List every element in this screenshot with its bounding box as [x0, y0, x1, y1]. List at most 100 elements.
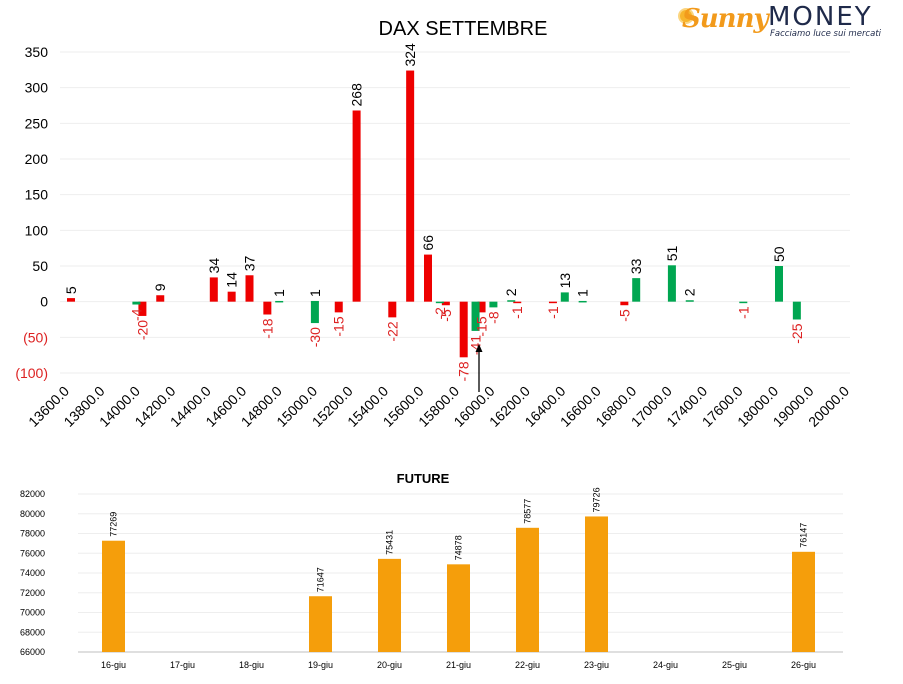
bar: [406, 70, 415, 302]
future-data-label: 77269: [109, 512, 119, 537]
data-label: 1: [307, 289, 323, 297]
sunny-money-logo: Sunny MONEY Facciamo luce sui mercati: [680, 2, 890, 42]
data-label: 324: [402, 43, 418, 67]
bar-series: [67, 70, 801, 358]
data-label: -1: [509, 306, 525, 319]
data-label: 2: [682, 288, 698, 296]
sun-icon: [680, 10, 692, 22]
bar: [507, 300, 516, 302]
bar: [685, 300, 694, 302]
future-bar: [102, 540, 125, 652]
future-y-axis-ticks: 66000 68000 70000 72000 74000 76000 78000 80000…: [20, 489, 45, 657]
y-tick-label: (100): [15, 365, 48, 381]
bar: [67, 298, 75, 302]
future-y-tick-label: 66000: [20, 647, 45, 657]
logo-tagline: Facciamo luce sui mercati: [770, 29, 882, 39]
data-label: -20: [134, 320, 150, 340]
future-data-label: 79726: [592, 487, 602, 512]
bar: [548, 301, 557, 304]
future-x-axis-ticks: 16-giu 17-giu 18-giu 19-giu 20-giu 21-giu 22-g…: [101, 660, 816, 670]
future-x-tick-label: 26-giu: [791, 660, 816, 670]
logo-sunny-text: Sunny: [682, 4, 769, 34]
data-label: 1: [575, 289, 591, 297]
future-bar: [585, 516, 608, 652]
bar: [138, 301, 147, 316]
data-label: -4: [128, 308, 144, 321]
bar: [424, 254, 432, 302]
future-data-label: 76147: [799, 523, 809, 548]
data-label: -41: [468, 335, 484, 355]
bar: [459, 301, 468, 358]
future-x-tick-label: 23-giu: [584, 660, 609, 670]
future-x-tick-label: 21-giu: [446, 660, 471, 670]
future-x-tick-label: 25-giu: [722, 660, 747, 670]
future-chart: FUTURE 66000 68000 70000 72000 74000 76000 780…: [20, 471, 843, 670]
bar: [792, 301, 801, 320]
arrow-head: [475, 344, 483, 352]
data-label: -15: [331, 316, 347, 336]
bar: [227, 291, 236, 302]
future-x-tick-label: 16-giu: [101, 660, 126, 670]
y-tick-label: 200: [25, 151, 49, 167]
y-tick-label: (50): [23, 329, 48, 345]
bar: [620, 301, 629, 306]
data-label: 14: [224, 272, 240, 288]
data-label: 51: [664, 246, 680, 262]
logo-money-text: MONEY: [768, 2, 873, 32]
y-tick-label: 150: [25, 187, 49, 203]
bar: [352, 110, 361, 302]
data-label: -5: [616, 309, 632, 322]
future-x-tick-label: 19-giu: [308, 660, 333, 670]
bar: [334, 301, 343, 313]
future-x-tick-label: 24-giu: [653, 660, 678, 670]
bar: [275, 300, 284, 303]
x-axis-ticks: 13600.013800.014000.014200.014400.014600…: [25, 383, 852, 430]
bar: [310, 300, 319, 303]
data-label: 13: [557, 273, 573, 289]
bar: [775, 266, 783, 302]
future-y-tick-label: 78000: [20, 529, 45, 539]
data-label: -2: [432, 307, 448, 320]
data-label: -78: [456, 361, 472, 381]
bar: [263, 301, 272, 315]
future-data-label: 78577: [523, 499, 533, 524]
data-label: 9: [152, 283, 168, 291]
data-label: -5: [438, 309, 454, 322]
bar: [578, 300, 587, 303]
data-label: 268: [349, 83, 365, 107]
data-label: -22: [384, 321, 400, 341]
future-data-label: 75431: [385, 530, 395, 555]
future-bar: [792, 551, 815, 652]
bar: [477, 301, 486, 313]
future-y-tick-label: 82000: [20, 489, 45, 499]
bar: [245, 275, 254, 302]
data-label: -25: [789, 323, 805, 343]
arrow-annotation: [475, 344, 483, 392]
data-label: 50: [771, 246, 787, 262]
y-tick-label: 100: [25, 222, 49, 238]
bar: [560, 292, 569, 302]
bar: [632, 278, 641, 302]
future-data-label: 71647: [316, 567, 326, 592]
y-tick-label: 300: [25, 80, 49, 96]
future-bar: [378, 558, 401, 652]
data-label: 34: [206, 258, 222, 274]
data-label: 1: [271, 289, 287, 297]
future-bar: [447, 564, 470, 652]
future-x-tick-label: 18-giu: [239, 660, 264, 670]
data-label: 5: [63, 286, 79, 294]
dax-options-chart: DAX SETTEMBRE (100)(50)05010015020025030…: [15, 18, 852, 430]
future-x-tick-label: 17-giu: [170, 660, 195, 670]
grid-lines: [60, 51, 850, 374]
future-bar: [309, 596, 332, 652]
future-y-tick-label: 76000: [20, 548, 45, 558]
y-tick-label: 250: [25, 115, 49, 131]
future-bar: [516, 527, 539, 652]
y-tick-label: 50: [32, 258, 48, 274]
y-tick-label: 0: [40, 294, 48, 310]
bar: [435, 301, 444, 304]
future-data-label: 74878: [454, 535, 464, 560]
future-data-labels: 77269 71647 75431 74878 78577 79726 76147: [109, 487, 809, 592]
future-title: FUTURE: [397, 471, 450, 486]
